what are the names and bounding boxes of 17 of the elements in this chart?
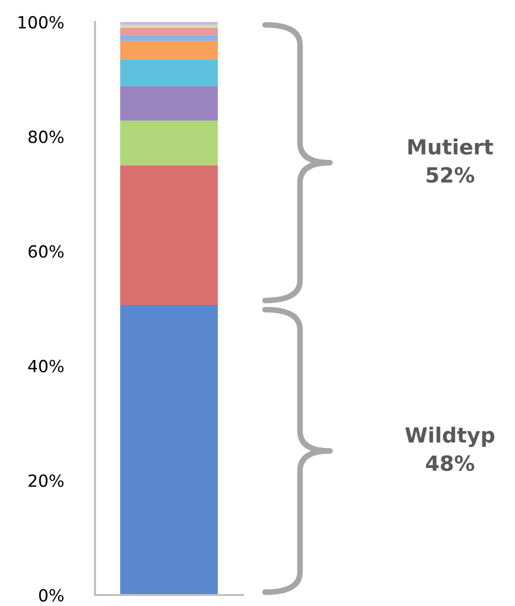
- y-tick-label: 40%: [28, 360, 64, 372]
- bar: [120, 35, 218, 41]
- bar: [120, 165, 218, 306]
- bar: [120, 305, 218, 595]
- bar: [120, 86, 218, 121]
- y-tick-label: 100%: [18, 16, 64, 29]
- bar: [120, 22, 218, 25]
- text: Wildtyp 48%: [405, 426, 494, 472]
- bar: [120, 40, 218, 60]
- y-tick-label: 20%: [28, 474, 64, 487]
- text: Mutiert 52%: [408, 138, 494, 183]
- bar: [120, 59, 218, 86]
- bar: [120, 28, 218, 36]
- y-tick-label: 0%: [39, 588, 64, 602]
- y-tick-label: 60%: [28, 245, 64, 258]
- bar: [120, 120, 218, 166]
- y-tick-label: 80%: [28, 130, 64, 144]
